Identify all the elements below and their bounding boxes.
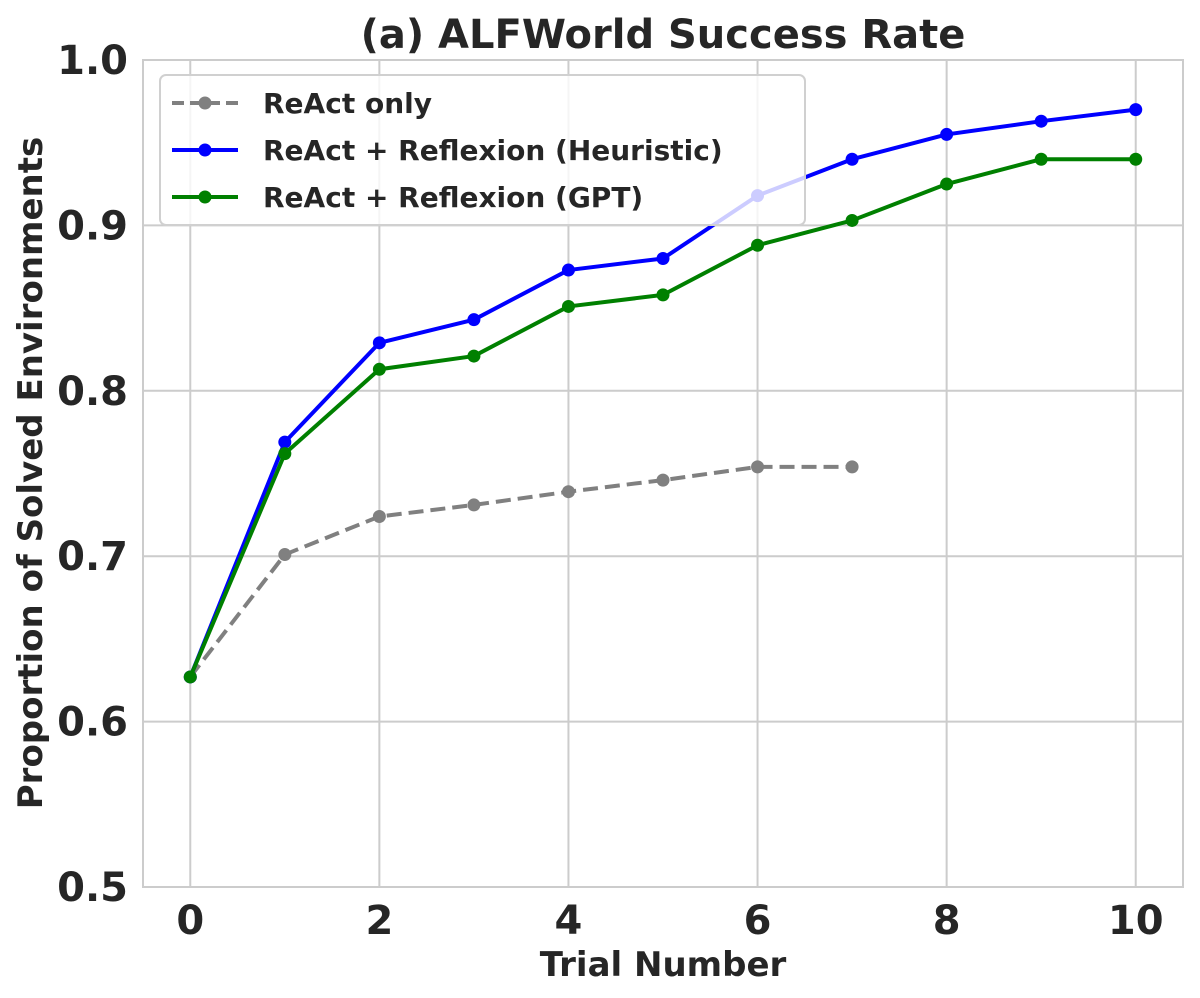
- x-tick-label: 4: [555, 898, 583, 944]
- x-axis-label: Trial Number: [540, 945, 787, 985]
- data-point: [467, 498, 481, 512]
- legend-marker: [198, 143, 212, 157]
- legend: ReAct only ReAct + Reflexion (Heuristic) R…: [159, 74, 806, 226]
- series-layer: [183, 103, 1143, 684]
- data-point: [1129, 103, 1143, 117]
- data-point: [1034, 152, 1048, 166]
- legend-label: ReAct + Reflexion (Heuristic): [263, 134, 723, 167]
- legend-box: [159, 74, 806, 226]
- y-tick-label: 0.8: [57, 369, 128, 415]
- x-tick-label: 8: [933, 898, 961, 944]
- y-tick-label: 0.7: [57, 534, 128, 580]
- data-point: [278, 435, 292, 449]
- data-point: [561, 485, 575, 499]
- series-line-2: [188, 157, 1136, 678]
- data-point: [751, 460, 765, 474]
- data-point: [940, 127, 954, 141]
- data-point: [940, 177, 954, 191]
- data-point: [656, 251, 670, 265]
- data-point: [845, 152, 859, 166]
- chart-title: (a) ALFWorld Success Rate: [361, 12, 966, 58]
- data-point: [561, 263, 575, 277]
- data-point: [278, 447, 292, 461]
- x-tick-label: 0: [176, 898, 204, 944]
- tick-labels: 0 2 4 6 8 10 0.5 0.6 0.7 0.8 0.9 1.0: [57, 38, 1163, 944]
- series-line-0: [188, 464, 853, 679]
- y-tick-label: 0.5: [57, 865, 128, 911]
- y-tick-label: 0.9: [57, 203, 128, 249]
- data-point: [372, 336, 386, 350]
- legend-label: ReAct + Reflexion (GPT): [263, 181, 643, 214]
- data-point: [656, 473, 670, 487]
- data-point: [183, 670, 197, 684]
- x-tick-label: 2: [365, 898, 393, 944]
- legend-label: ReAct only: [263, 87, 432, 120]
- data-point: [1129, 152, 1143, 166]
- data-point: [467, 349, 481, 363]
- y-tick-label: 0.6: [57, 700, 128, 746]
- data-point: [656, 288, 670, 302]
- x-tick-label: 10: [1108, 898, 1164, 944]
- data-point: [751, 238, 765, 252]
- data-point: [372, 510, 386, 524]
- data-point: [561, 299, 575, 313]
- y-axis-label: Proportion of Solved Environments: [11, 137, 51, 809]
- data-point: [845, 460, 859, 474]
- legend-marker: [198, 190, 212, 204]
- plot-frame: [142, 59, 1184, 888]
- legend-marker: [198, 96, 212, 110]
- y-tick-label: 1.0: [57, 38, 128, 84]
- data-point: [372, 362, 386, 376]
- x-tick-label: 6: [744, 898, 772, 944]
- data-point: [845, 213, 859, 227]
- data-point: [1034, 114, 1048, 128]
- data-point: [467, 313, 481, 327]
- data-point: [278, 548, 292, 562]
